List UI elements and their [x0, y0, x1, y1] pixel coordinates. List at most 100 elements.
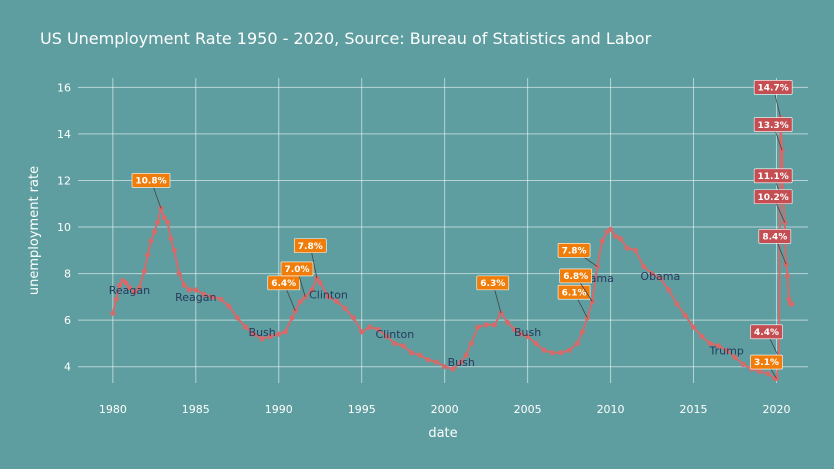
data-point — [541, 347, 547, 354]
x-tick-label: 2010 — [597, 403, 625, 416]
annotation-box — [557, 284, 591, 300]
data-point — [511, 326, 517, 333]
data-point — [110, 310, 116, 316]
y-tick-label: 8 — [64, 268, 71, 281]
data-point — [309, 287, 315, 293]
data-point — [475, 324, 481, 330]
annotation-label: 4.4% — [754, 328, 779, 338]
data-point — [505, 319, 511, 326]
data-point — [123, 280, 129, 286]
data-point — [408, 350, 415, 356]
unemployment-line — [111, 116, 792, 380]
annotation-label: 13.3% — [758, 121, 789, 131]
data-point — [632, 247, 639, 253]
president-label: Clinton — [309, 289, 348, 302]
y-tick-label: 16 — [57, 81, 71, 94]
annotation-box — [758, 229, 792, 244]
annotation-label: 10.2% — [758, 193, 789, 203]
x-axis-title: date — [428, 426, 457, 441]
annotations: 10.8% 6.4% 7.0% 7.8% 6.3% 6.1% 6.8% 7.8% 14.7% 13… — [131, 80, 793, 379]
data-point — [589, 298, 595, 305]
data-point — [201, 291, 207, 298]
annotation-box — [753, 117, 793, 132]
annotation-label: 7.8% — [562, 246, 587, 256]
data-point — [765, 371, 771, 377]
data-point — [784, 273, 791, 279]
data-point — [525, 333, 531, 340]
data-point — [181, 282, 187, 288]
data-point — [518, 331, 524, 337]
data-point — [297, 298, 303, 305]
data-point — [682, 312, 688, 319]
data-point — [641, 263, 647, 270]
data-point — [367, 324, 373, 330]
data-point — [267, 333, 274, 340]
plot-area: Reagan Reagan Bush Clinton Clinton Bush Bush Ob… — [109, 80, 795, 381]
data-point — [164, 219, 171, 225]
data-point — [657, 275, 663, 281]
data-point — [276, 331, 282, 337]
data-point — [234, 315, 240, 321]
data-point — [141, 268, 147, 274]
annotation-box — [750, 324, 783, 340]
annotation-box — [557, 242, 591, 258]
gridlines — [78, 78, 808, 383]
data-point — [624, 245, 630, 251]
data-point — [549, 350, 556, 356]
x-tick-label: 1985 — [182, 403, 210, 416]
annotation-label: 6.1% — [562, 288, 587, 298]
x-axis-ticks: 1980 1985 1990 1995 2000 2005 2010 2015 2020 — [99, 403, 791, 416]
data-point — [251, 331, 257, 337]
x-tick-label: 2005 — [514, 403, 542, 416]
data-point — [707, 340, 713, 347]
data-point — [579, 329, 585, 335]
data-point — [666, 287, 672, 293]
data-point — [113, 296, 119, 302]
data-point — [649, 270, 655, 277]
data-point — [612, 233, 619, 239]
data-point — [209, 294, 215, 300]
data-point — [400, 343, 406, 349]
annotation-box — [131, 173, 171, 188]
y-tick-label: 6 — [64, 314, 71, 327]
data-point — [566, 347, 572, 354]
data-point — [375, 326, 381, 333]
president-label: Reagan — [109, 284, 150, 297]
data-point — [383, 333, 390, 340]
annotation-label: 7.0% — [285, 265, 310, 275]
y-tick-label: 12 — [57, 174, 71, 187]
x-tick-label: 1995 — [348, 403, 376, 416]
annotation-box — [750, 354, 783, 370]
annotation-label: 8.4% — [762, 233, 787, 243]
data-point — [442, 364, 448, 370]
data-point — [136, 284, 142, 291]
annotation-box — [753, 80, 793, 95]
annotation-label: 3.1% — [754, 358, 779, 368]
data-point — [533, 340, 539, 347]
data-point — [282, 329, 288, 335]
data-point — [699, 333, 705, 340]
x-tick-label: 1990 — [265, 403, 293, 416]
x-tick-label: 1980 — [99, 403, 127, 416]
data-point — [574, 340, 580, 347]
annotation-box — [559, 268, 593, 284]
data-point — [690, 324, 697, 330]
annotation-box — [753, 189, 793, 205]
president-labels: Reagan Reagan Bush Clinton Clinton Bush Bush Ob… — [109, 270, 744, 369]
data-point — [350, 315, 357, 321]
y-axis-ticks: 4 6 8 10 12 14 16 — [57, 81, 71, 373]
annotation-label: 10.8% — [135, 177, 166, 187]
data-point — [417, 352, 423, 358]
data-point — [674, 301, 680, 307]
data-point — [433, 359, 439, 365]
data-point — [145, 252, 151, 258]
president-label: Obama — [640, 270, 680, 283]
data-point — [468, 340, 474, 347]
y-tick-label: 14 — [57, 128, 71, 141]
data-point — [161, 215, 167, 221]
data-point — [617, 236, 624, 242]
data-point — [334, 298, 340, 305]
data-point — [491, 322, 498, 328]
annotation-label: 6.8% — [563, 272, 588, 282]
